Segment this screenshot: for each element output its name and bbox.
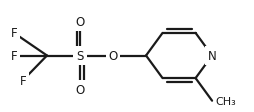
Text: F: F <box>11 27 17 40</box>
Text: S: S <box>76 50 84 62</box>
Text: O: O <box>75 16 85 29</box>
Text: F: F <box>20 74 26 87</box>
Text: CH₃: CH₃ <box>215 96 236 106</box>
Text: O: O <box>75 83 85 96</box>
Text: O: O <box>108 50 118 62</box>
Text: F: F <box>11 50 17 62</box>
Text: N: N <box>208 50 216 62</box>
